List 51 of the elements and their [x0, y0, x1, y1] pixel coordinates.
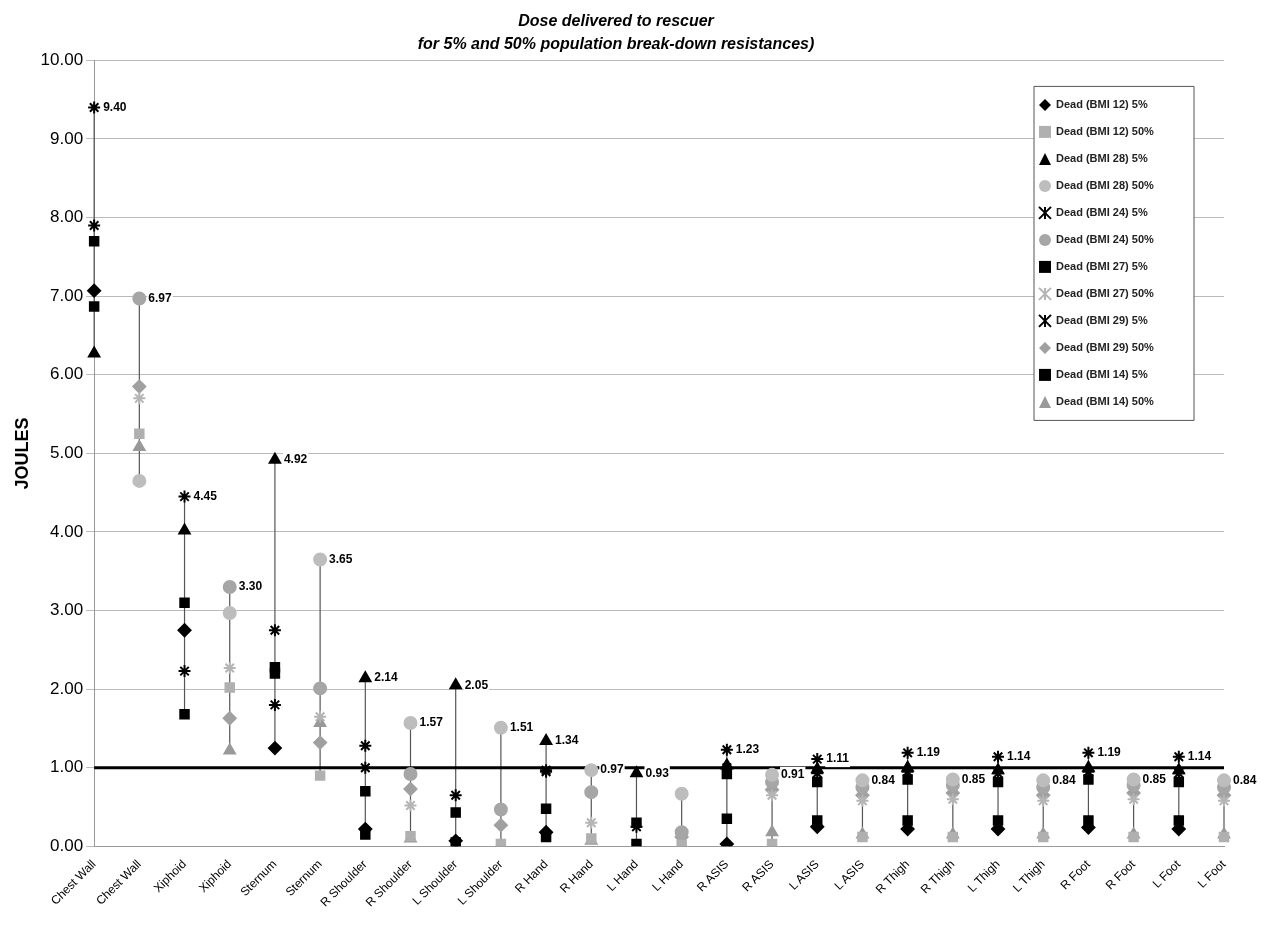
legend-label: Dead (BMI 27) 5% [1056, 259, 1148, 272]
data-label: 1.14 [1007, 749, 1031, 764]
data-label: 4.45 [193, 488, 218, 503]
data-label: 0.84 [1233, 772, 1257, 787]
data-label: 4.92 [283, 451, 308, 466]
legend-label: Dead (BMI 14) 50% [1056, 394, 1155, 407]
data-label: 1.14 [1187, 749, 1212, 764]
y-tick-label: 4.00 [50, 521, 84, 541]
data-label: 1.11 [826, 751, 850, 766]
data-label: 0.84 [1052, 772, 1076, 787]
data-label: 0.85 [961, 771, 986, 786]
y-axis-title: JOULES [11, 417, 32, 490]
y-tick-label: 9.00 [50, 128, 84, 148]
legend-label: Dead (BMI 14) 5% [1056, 367, 1148, 380]
y-tick-label: 3.00 [50, 600, 84, 620]
y-tick-label: 2.00 [50, 678, 84, 698]
data-label: 6.97 [148, 290, 173, 305]
legend-label: Dead (BMI 12) 50% [1056, 124, 1155, 137]
data-label: 0.85 [1142, 771, 1167, 786]
legend-label: Dead (BMI 28) 50% [1056, 178, 1155, 191]
data-label: 0.91 [781, 767, 805, 782]
data-label: 2.05 [464, 677, 489, 692]
data-label: 1.51 [509, 720, 534, 734]
legend-label: Dead (BMI 12) 5% [1056, 97, 1148, 110]
legend-label: Dead (BMI 29) 5% [1056, 313, 1148, 326]
data-label: 1.19 [916, 745, 941, 760]
data-label: 9.40 [103, 99, 127, 114]
data-label: 1.23 [735, 742, 760, 757]
legend-label: Dead (BMI 28) 5% [1056, 151, 1148, 164]
legend-label: Dead (BMI 27) 50% [1056, 286, 1155, 299]
y-tick-label: 5.00 [50, 443, 84, 463]
data-label: 1.34 [555, 733, 579, 748]
legend-label: Dead (BMI 24) 50% [1056, 232, 1155, 245]
data-label: 3.65 [329, 551, 353, 566]
chart-subtitle: for 5% and 50% population break-down resistances) [417, 35, 815, 53]
data-label: 1.57 [419, 715, 444, 730]
y-tick-label: 8.00 [50, 207, 84, 227]
data-label: 3.30 [238, 579, 263, 594]
y-tick-label: 1.00 [50, 757, 84, 777]
data-label: 0.93 [645, 765, 670, 780]
data-label: 0.97 [600, 762, 624, 777]
legend-label: Dead (BMI 24) 5% [1056, 205, 1148, 218]
y-tick-label: 7.00 [50, 285, 84, 305]
y-tick-label: 10.00 [40, 50, 84, 70]
y-tick-label: 0.00 [50, 836, 84, 856]
data-label: 0.84 [871, 772, 896, 787]
chart-title: Dose delivered to rescuer [518, 12, 715, 30]
data-label: 2.14 [374, 670, 398, 685]
y-tick-label: 6.00 [50, 364, 84, 384]
legend-label: Dead (BMI 29) 50% [1056, 340, 1155, 353]
data-label: 1.19 [1097, 745, 1122, 760]
